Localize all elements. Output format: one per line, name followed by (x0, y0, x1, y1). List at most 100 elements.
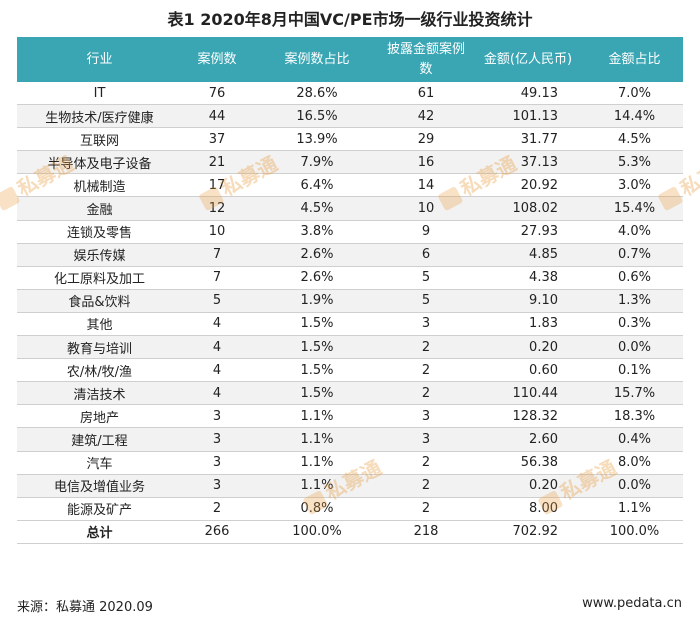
cell-amount-share: 0.0% (586, 335, 683, 360)
cell-disclosed-cases: 14 (382, 173, 470, 198)
cell-case-count: 44 (182, 104, 252, 129)
cell-amount-share: 0.0% (586, 474, 683, 498)
cell-amount-share: 7.0% (586, 82, 683, 106)
table-row: 电信及增值业务 3 1.1% 2 0.20 0.0% (17, 474, 683, 498)
cell-amount: 1.83 (470, 312, 586, 337)
cell-case-count: 12 (182, 196, 252, 221)
cell-amount-share: 0.4% (586, 427, 683, 452)
cell-case-share: 1.1% (252, 474, 382, 498)
cell-disclosed-cases: 3 (382, 404, 470, 429)
cell-case-share: 1.1% (252, 404, 382, 429)
cell-disclosed-cases: 16 (382, 150, 470, 175)
cell-industry: 食品&饮料 (17, 289, 182, 313)
cell-amount: 4.38 (470, 266, 586, 290)
cell-case-count: 3 (182, 451, 252, 475)
cell-industry: IT (17, 82, 182, 106)
cell-disclosed-cases: 2 (382, 335, 470, 360)
source-note: 来源：私募通 2020.09 (17, 600, 153, 615)
table-row: 汽车 3 1.1% 2 56.38 8.0% (17, 451, 683, 475)
cell-case-share: 1.1% (252, 427, 382, 452)
cell-amount: 37.13 (470, 150, 586, 175)
table-row: 教育与培训 4 1.5% 2 0.20 0.0% (17, 335, 683, 360)
cell-amount-share: 5.3% (586, 150, 683, 175)
cell-amount-share: 8.0% (586, 451, 683, 475)
table-row: 生物技术/医疗健康 44 16.5% 42 101.13 14.4% (17, 104, 683, 129)
cell-disclosed-cases: 2 (382, 497, 470, 521)
header-amount-share: 金额占比 (586, 37, 683, 82)
cell-case-share: 16.5% (252, 104, 382, 129)
cell-case-share: 3.8% (252, 220, 382, 244)
cell-amount: 110.44 (470, 381, 586, 406)
cell-amount: 101.13 (470, 104, 586, 129)
total-cell-disclosed-cases: 218 (382, 520, 470, 544)
cell-amount-share: 4.5% (586, 127, 683, 152)
cell-amount: 2.60 (470, 427, 586, 452)
cell-case-count: 3 (182, 404, 252, 429)
cell-amount-share: 15.4% (586, 196, 683, 221)
cell-case-share: 13.9% (252, 127, 382, 152)
cell-industry: 生物技术/医疗健康 (17, 104, 182, 129)
table-row: 其他 4 1.5% 3 1.83 0.3% (17, 312, 683, 337)
cell-case-count: 2 (182, 497, 252, 521)
cell-case-share: 28.6% (252, 82, 382, 106)
cell-disclosed-cases: 61 (382, 82, 470, 106)
cell-amount-share: 0.6% (586, 266, 683, 290)
table-row: 化工原料及加工 7 2.6% 5 4.38 0.6% (17, 266, 683, 290)
cell-amount-share: 0.3% (586, 312, 683, 337)
cell-amount: 56.38 (470, 451, 586, 475)
cell-industry: 其他 (17, 312, 182, 337)
cell-amount: 0.20 (470, 474, 586, 498)
cell-case-count: 76 (182, 82, 252, 106)
cell-industry: 娱乐传媒 (17, 243, 182, 267)
cell-disclosed-cases: 5 (382, 266, 470, 290)
industry-investment-table: 行业 案例数 案例数占比 披露金额案例数 金额(亿人民币) 金额占比 IT 76 2… (17, 37, 683, 544)
cell-industry: 汽车 (17, 451, 182, 475)
cell-amount-share: 0.1% (586, 358, 683, 383)
table-title: 表1 2020年8月中国VC/PE市场一级行业投资统计 (167, 10, 533, 29)
cell-industry: 机械制造 (17, 173, 182, 198)
cell-case-count: 4 (182, 358, 252, 383)
cell-amount-share: 4.0% (586, 220, 683, 244)
cell-disclosed-cases: 29 (382, 127, 470, 152)
cell-case-count: 7 (182, 243, 252, 267)
cell-case-share: 6.4% (252, 173, 382, 198)
cell-disclosed-cases: 2 (382, 381, 470, 406)
cell-amount-share: 1.1% (586, 497, 683, 521)
table-row: 互联网 37 13.9% 29 31.77 4.5% (17, 127, 683, 152)
table-row: 机械制造 17 6.4% 14 20.92 3.0% (17, 173, 683, 198)
cell-industry: 农/林/牧/渔 (17, 358, 182, 383)
cell-amount: 8.00 (470, 497, 586, 521)
header-industry: 行业 (17, 37, 182, 82)
cell-case-share: 1.5% (252, 381, 382, 406)
cell-disclosed-cases: 5 (382, 289, 470, 313)
cell-amount: 49.13 (470, 82, 586, 106)
cell-case-share: 1.5% (252, 312, 382, 337)
cell-amount: 27.93 (470, 220, 586, 244)
table-row: 能源及矿产 2 0.8% 2 8.00 1.1% (17, 497, 683, 521)
cell-case-share: 0.8% (252, 497, 382, 521)
table-row: 清洁技术 4 1.5% 2 110.44 15.7% (17, 381, 683, 406)
table-row: 金融 12 4.5% 10 108.02 15.4% (17, 196, 683, 221)
cell-amount-share: 0.7% (586, 243, 683, 267)
table-row: 房地产 3 1.1% 3 128.32 18.3% (17, 404, 683, 429)
table-row: 食品&饮料 5 1.9% 5 9.10 1.3% (17, 289, 683, 313)
site-url: www.pedata.cn (582, 596, 682, 611)
header-amount: 金额(亿人民币) (470, 37, 586, 82)
cell-case-share: 2.6% (252, 243, 382, 267)
cell-industry: 清洁技术 (17, 381, 182, 406)
cell-amount-share: 1.3% (586, 289, 683, 313)
cell-amount: 31.77 (470, 127, 586, 152)
cell-disclosed-cases: 9 (382, 220, 470, 244)
table-row: 连锁及零售 10 3.8% 9 27.93 4.0% (17, 220, 683, 244)
cell-industry: 房地产 (17, 404, 182, 429)
cell-case-count: 3 (182, 474, 252, 498)
cell-amount: 128.32 (470, 404, 586, 429)
cell-case-share: 1.5% (252, 358, 382, 383)
total-cell-industry: 总计 (17, 520, 182, 544)
cell-case-count: 17 (182, 173, 252, 198)
cell-amount-share: 18.3% (586, 404, 683, 429)
cell-industry: 半导体及电子设备 (17, 150, 182, 175)
cell-amount-share: 14.4% (586, 104, 683, 129)
cell-amount: 9.10 (470, 289, 586, 313)
cell-case-share: 7.9% (252, 150, 382, 175)
